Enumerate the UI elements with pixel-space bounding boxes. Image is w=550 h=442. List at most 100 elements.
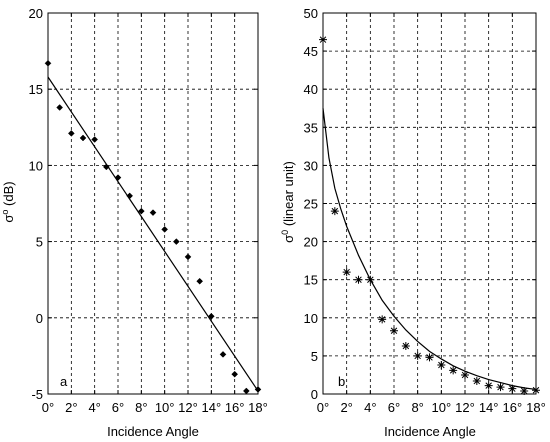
panel-a-data-point	[149, 209, 157, 216]
panel-b-x-axis-label: Incidence Angle	[384, 424, 476, 439]
panel-a-x-tick-label: 12°	[178, 400, 198, 415]
panel-a-data-point	[44, 59, 52, 67]
panel-a-data-point	[79, 134, 87, 142]
panel-a-y-label-main: σ	[1, 215, 16, 223]
panel-b-data-point	[461, 370, 469, 379]
panel-a-data-point	[102, 163, 110, 171]
panel-b-y-tick-label: 25	[304, 197, 318, 212]
panel-a-fit-line	[47, 76, 259, 392]
panel-b-data-point	[342, 268, 351, 277]
panel-a-x-tick-label: 8°	[135, 400, 147, 415]
panel-a-x-tick-label: 14°	[201, 400, 221, 415]
panel-b-fit-curve	[322, 108, 537, 391]
panel-b-y-axis-label: σ0 (linear unit)	[280, 161, 296, 243]
panel-a-x-tick-label: 16°	[225, 400, 245, 415]
panel-b-data-point	[532, 386, 540, 395]
panel-b-x-tick-label: 16°	[502, 400, 522, 415]
panel-b-data-point	[319, 35, 327, 44]
panel-a-x-tick-label: 6°	[112, 400, 124, 415]
panel-b-x-tick-label: 6°	[388, 400, 400, 415]
panel-a-y-tick-label: 10	[29, 158, 43, 173]
panel-a-x-tick-label: 4°	[88, 400, 100, 415]
panel-a-y-tick-label: -5	[31, 387, 43, 402]
panel-a-data-point	[219, 351, 227, 358]
panel-a-data-point	[242, 387, 250, 395]
panel-b-y-tick-label: 10	[304, 311, 318, 326]
panel-b-x-tick-label: 12°	[455, 400, 475, 415]
panel-b-data-point	[366, 275, 375, 284]
panel-a-data-point	[184, 253, 192, 261]
panel-b-points	[319, 35, 540, 395]
panel-a-x-tick-label: 10°	[155, 400, 175, 415]
panel-b-y-tick-labels: 0 5 10 15 20 25 30 35 40 45 50	[304, 6, 318, 402]
panel-a-data-point	[114, 174, 122, 181]
panel-a-data-point	[161, 226, 169, 233]
panel-a-data-point	[196, 277, 204, 285]
panel-a-data-point	[91, 136, 99, 143]
panel-a-points	[44, 59, 262, 395]
panel-b-x-tick-label: 0°	[317, 400, 329, 415]
panel-a-data-point	[137, 207, 145, 215]
panel-b-fit-curve	[322, 108, 537, 391]
panel-a-y-tick-labels: -5 0 5 10 15 20	[29, 6, 43, 402]
panel-b-y-tick-label: 50	[304, 6, 318, 21]
panel-b-data-point	[330, 207, 339, 216]
panel-a-fit-line	[47, 76, 259, 392]
panel-b-data-point	[520, 386, 529, 395]
panel-b-data-point	[354, 275, 363, 284]
panel-b-data-point	[508, 384, 517, 393]
panel-a-data-point	[56, 104, 64, 111]
panel-b-data-point	[484, 381, 493, 390]
panel-b-frame	[322, 12, 537, 395]
panel-b-y-tick-label: 45	[304, 44, 318, 59]
panel-b-y-tick-label: 30	[304, 158, 318, 173]
panel-b-data-point	[449, 366, 458, 375]
panel-b-data-point	[378, 315, 387, 324]
panel-b-data-point	[472, 377, 481, 386]
panel-b-data-point	[401, 341, 410, 350]
panel-b-y-label-rest: (linear unit)	[281, 161, 296, 230]
panel-b-y-tick-label: 35	[304, 120, 318, 135]
panel-b-x-tick-label: 8°	[411, 400, 423, 415]
panel-b-data-point	[437, 361, 446, 370]
panel-b-x-tick-label: 10°	[431, 400, 451, 415]
panel-b-x-tick-labels: 0° 2° 4° 6° 8° 10° 12° 14° 16° 18°	[317, 400, 546, 415]
panel-a-y-tick-label: 15	[29, 82, 43, 97]
panel-b-y-label-sup: 0	[280, 230, 290, 235]
panel-b-y-label-main: σ	[281, 235, 296, 243]
panel-b-y-tick-label: 40	[304, 82, 318, 97]
panel-a-y-axis-label: σo (dB)	[0, 181, 16, 222]
panel-a-x-tick-labels: 0° 2° 4° 6° 8° 10° 12° 14° 16° 18°	[42, 400, 268, 415]
panel-a-x-tick-label: 18°	[248, 400, 268, 415]
panel-a: -5 0 5 10 15 20 0° 2° 4° 6° 8° 10° 12° 14° 16° 18° a I…	[0, 6, 268, 439]
panel-a-data-point	[231, 370, 239, 378]
panel-b-data-point	[425, 353, 434, 362]
panel-a-data-point	[207, 312, 215, 320]
panel-a-x-tick-label: 2°	[65, 400, 77, 415]
panel-a-grid	[48, 13, 258, 394]
panel-a-letter: a	[60, 374, 68, 389]
panel-a-y-tick-label: 0	[36, 311, 43, 326]
panel-a-y-label-sup: o	[0, 210, 10, 215]
panel-a-data-point	[254, 386, 262, 393]
panel-a-x-axis-label: Incidence Angle	[107, 424, 199, 439]
panel-b-x-tick-label: 2°	[340, 400, 352, 415]
panel-b-x-tick-label: 18°	[526, 400, 546, 415]
panel-a-data-point	[126, 192, 134, 200]
panel-b-data-point	[413, 351, 422, 360]
panel-b-letter: b	[338, 374, 345, 389]
panel-b-x-tick-label: 4°	[364, 400, 376, 415]
panel-a-frame	[47, 12, 259, 395]
panel-b-data-point	[496, 383, 505, 392]
panel-a-y-tick-label: 20	[29, 6, 43, 21]
panel-b: 0 5 10 15 20 25 30 35 40 45 50 0° 2° 4° 6° 8° 10° 12° 14°…	[280, 6, 546, 439]
panel-b-y-tick-label: 0	[311, 387, 318, 402]
panel-a-x-tick-label: 0°	[42, 400, 54, 415]
panel-a-y-tick-label: 5	[36, 235, 43, 250]
panel-a-data-point	[67, 130, 75, 137]
panel-a-ticks	[47, 12, 259, 395]
panel-b-x-tick-label: 14°	[479, 400, 499, 415]
panel-a-y-label-rest: (dB)	[1, 181, 16, 209]
panel-b-data-point	[390, 326, 398, 335]
